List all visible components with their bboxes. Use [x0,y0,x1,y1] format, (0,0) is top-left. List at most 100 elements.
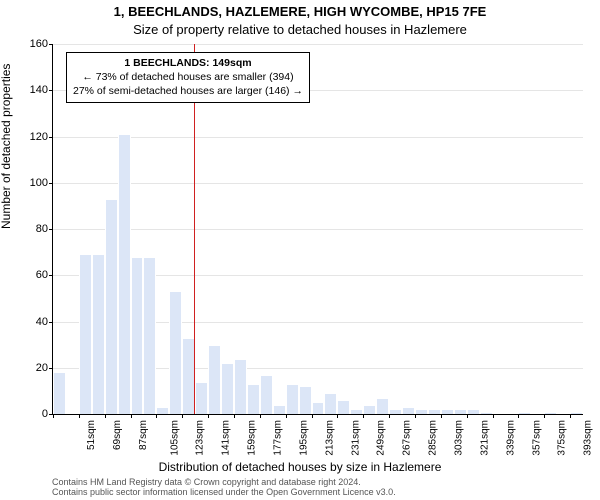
xtick-label: 285sqm [428,420,439,456]
xtick-mark [53,414,54,418]
gridline-h [53,229,583,230]
histogram-bar [350,409,363,414]
histogram-bar [428,409,441,414]
xtick-label: 69sqm [112,420,123,450]
xtick-label: 249sqm [376,420,387,456]
xtick-mark [260,414,261,418]
histogram-bar [415,409,428,414]
xtick-mark [544,414,545,418]
histogram-bar [131,257,144,414]
info-box-title: 1 BEECHLANDS: 149sqm [73,56,303,70]
histogram-bar [480,412,493,414]
xtick-label: 375sqm [557,420,568,456]
histogram-bar [389,409,402,414]
histogram-bar [467,409,480,414]
ytick-mark [49,90,53,91]
xtick-label: 231sqm [350,420,361,456]
histogram-bar [402,407,415,414]
histogram-bar [105,199,118,414]
ytick-mark [49,322,53,323]
xtick-label: 339sqm [505,420,516,456]
xtick-label: 123sqm [195,420,206,456]
xtick-label: 51sqm [86,420,97,450]
histogram-bar [312,402,325,414]
xtick-mark [467,414,468,418]
xtick-mark [441,414,442,418]
histogram-bar [92,254,105,414]
ytick-label: 160 [12,38,48,50]
footer-attribution: Contains HM Land Registry data © Crown c… [52,478,396,498]
xtick-label: 177sqm [273,420,284,456]
ytick-label: 80 [12,223,48,235]
xtick-label: 393sqm [583,420,594,456]
xtick-label: 195sqm [298,420,309,456]
x-axis-label: Distribution of detached houses by size … [0,460,600,474]
histogram-bar [247,384,260,414]
ytick-label: 140 [12,84,48,96]
histogram-bar [118,134,131,414]
xtick-label: 357sqm [531,420,542,456]
xtick-label: 267sqm [402,420,413,456]
xtick-label: 321sqm [479,420,490,456]
info-box: 1 BEECHLANDS: 149sqm ← 73% of detached h… [66,52,310,103]
xtick-mark [105,414,106,418]
xtick-mark [156,414,157,418]
info-box-larger: 27% of semi-detached houses are larger (… [73,84,303,98]
gridline-h [53,44,583,45]
xtick-mark [493,414,494,418]
histogram-bar [363,405,376,414]
xtick-mark [182,414,183,418]
xtick-mark [131,414,132,418]
xtick-mark [518,414,519,418]
xtick-label: 303sqm [454,420,465,456]
xtick-mark [337,414,338,418]
histogram-bar [169,291,182,414]
ytick-label: 100 [12,177,48,189]
xtick-label: 213sqm [324,420,335,456]
ytick-label: 60 [12,269,48,281]
histogram-bar [195,382,208,414]
histogram-bar [273,405,286,414]
ytick-mark [49,368,53,369]
histogram-bar [337,400,350,414]
xtick-label: 105sqm [169,420,180,456]
footer-line2: Contains public sector information licen… [52,488,396,498]
chart-title-address: 1, BEECHLANDS, HAZLEMERE, HIGH WYCOMBE, … [0,4,600,19]
info-box-smaller: ← 73% of detached houses are smaller (39… [73,70,303,84]
xtick-mark [286,414,287,418]
histogram-bar [208,345,221,414]
histogram-bar [441,409,454,414]
ytick-mark [49,183,53,184]
ytick-mark [49,275,53,276]
gridline-h [53,183,583,184]
histogram-bar [518,412,531,414]
histogram-bar [53,372,66,414]
histogram-bar [299,386,312,414]
ytick-mark [49,137,53,138]
histogram-bar [376,398,389,414]
histogram-bar [260,375,273,414]
ytick-mark [49,229,53,230]
histogram-bar [221,363,234,414]
histogram-bar [234,359,247,415]
histogram-bar [79,254,92,414]
xtick-label: 141sqm [221,420,232,456]
xtick-mark [570,414,571,418]
xtick-mark [415,414,416,418]
histogram-bar [570,412,583,414]
gridline-h [53,137,583,138]
histogram-bar [454,409,467,414]
ytick-label: 40 [12,316,48,328]
histogram-bar [286,384,299,414]
chart-subtitle: Size of property relative to detached ho… [0,22,600,37]
xtick-label: 159sqm [247,420,258,456]
xtick-mark [363,414,364,418]
xtick-mark [234,414,235,418]
histogram-bar [143,257,156,414]
histogram-bar [324,393,337,414]
histogram-bar [544,412,557,414]
ytick-mark [49,44,53,45]
xtick-mark [79,414,80,418]
xtick-mark [312,414,313,418]
ytick-label: 120 [12,131,48,143]
